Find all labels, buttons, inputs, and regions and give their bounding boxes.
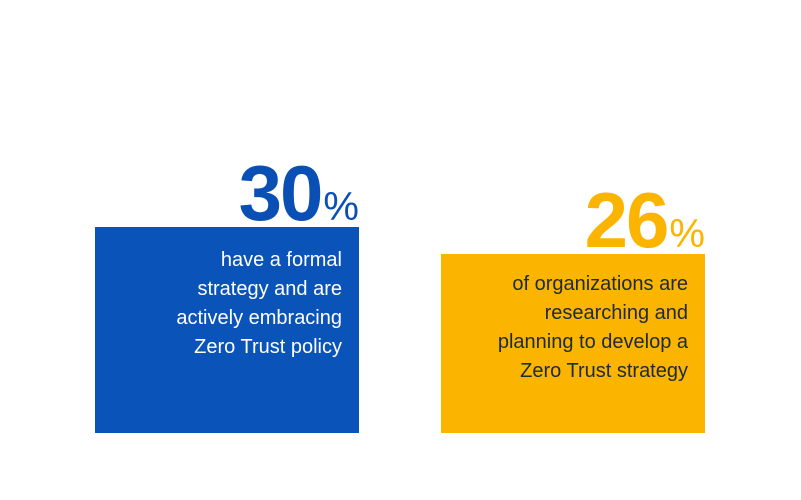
stat-description-line: actively embracing <box>176 307 342 329</box>
stat-card-researching: 26% of organizations are researching and… <box>441 178 705 433</box>
stat-percent-sign: % <box>323 185 359 229</box>
stat-description-line: have a formal <box>220 249 342 271</box>
stat-percent-sign: % <box>669 212 705 256</box>
stat-number: 26 <box>584 176 670 264</box>
stat-description-line: planning to develop a <box>497 331 688 353</box>
stat-description-line: Zero Trust policy <box>194 336 342 358</box>
stat-card-formal-strategy: 30% have a formal strategy and are activ… <box>95 150 359 433</box>
stat-box: of organizations are researching and pla… <box>441 254 705 433</box>
stat-figure: 26% <box>585 181 705 259</box>
stat-description-line: strategy and are <box>197 278 342 300</box>
stat-description-line: Zero Trust strategy <box>520 360 688 382</box>
stat-figure: 30% <box>239 154 359 232</box>
stat-description-line: of organizations are <box>512 273 688 295</box>
stat-description: have a formal strategy and are actively … <box>176 246 342 362</box>
stat-number: 30 <box>238 149 324 237</box>
stat-description: of organizations are researching and pla… <box>498 270 688 386</box>
stat-description-line: researching and <box>544 302 688 324</box>
stat-box: have a formal strategy and are actively … <box>95 227 359 433</box>
